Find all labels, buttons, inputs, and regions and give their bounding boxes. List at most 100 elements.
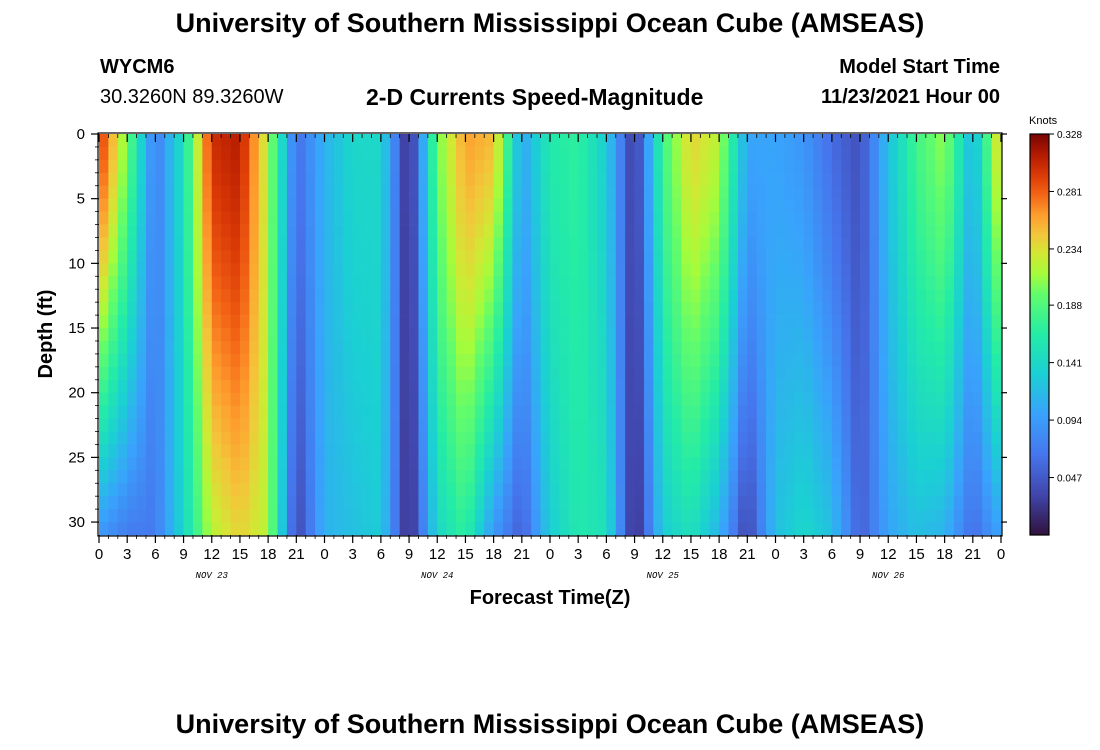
heatmap-cell [333, 522, 344, 536]
heatmap-cell [136, 509, 147, 523]
heatmap-cell [982, 328, 992, 342]
heatmap-cell [709, 315, 720, 329]
x-day-label: NOV 25 [647, 571, 680, 581]
heatmap-cell [869, 159, 880, 174]
heatmap-cell [286, 159, 297, 174]
x-tick-label: 21 [513, 546, 530, 563]
heatmap-cell [343, 289, 354, 303]
heatmap-cell [493, 224, 504, 238]
heatmap-cell [117, 483, 128, 497]
heatmap-cell [249, 340, 260, 355]
heatmap-cell [747, 522, 758, 536]
heatmap-cell [700, 328, 711, 342]
heatmap-cell [587, 509, 598, 523]
heatmap-cell [690, 340, 701, 355]
heatmap-cell [164, 211, 175, 225]
heatmap-cell [869, 431, 880, 445]
heatmap-cell [315, 315, 325, 329]
heatmap-cell [897, 418, 908, 432]
heatmap-cell [794, 134, 805, 148]
heatmap-cell [239, 159, 250, 174]
heatmap-cell [643, 211, 654, 225]
heatmap-cell [211, 250, 222, 264]
heatmap-cell [690, 405, 701, 419]
heatmap-cell [484, 379, 494, 394]
heatmap-cell [117, 302, 128, 316]
heatmap-cell [888, 431, 898, 445]
heatmap-cell [315, 237, 325, 251]
heatmap-cell [239, 431, 250, 445]
heatmap-cell [371, 276, 382, 290]
heatmap-cell [954, 509, 964, 523]
heatmap-cell [221, 146, 231, 161]
heatmap-cell [728, 483, 739, 497]
heatmap-cell [803, 418, 814, 432]
heatmap-cell [343, 172, 354, 187]
heatmap-cell [239, 418, 250, 432]
heatmap-cell [230, 172, 241, 187]
heatmap-cell [221, 211, 231, 225]
heatmap-cell [503, 405, 513, 419]
heatmap-cell [935, 134, 945, 148]
heatmap-cell [362, 315, 372, 329]
heatmap-cell [841, 224, 852, 238]
heatmap-cell [164, 250, 175, 264]
heatmap-cell [653, 328, 664, 342]
heatmap-cell [155, 353, 166, 368]
heatmap-cell [211, 496, 222, 510]
heatmap-cell [446, 237, 457, 251]
heatmap-cell [277, 250, 288, 264]
heatmap-cell [972, 134, 983, 148]
heatmap-cell [324, 276, 335, 290]
heatmap-cell [775, 134, 786, 148]
heatmap-cell [719, 198, 729, 212]
heatmap-cell [127, 134, 137, 148]
heatmap-cell [465, 328, 476, 342]
heatmap-cell [991, 431, 1002, 445]
heatmap-cell [343, 418, 354, 432]
heatmap-cell [831, 302, 842, 316]
heatmap-cell [418, 315, 429, 329]
heatmap-cell [99, 172, 109, 187]
heatmap-cell [615, 405, 626, 419]
heatmap-cell [418, 522, 429, 536]
heatmap-cell [202, 379, 213, 394]
heatmap-cell [174, 237, 184, 251]
heatmap-cell [446, 457, 457, 471]
heatmap-cell [230, 250, 241, 264]
heatmap-cell [456, 340, 466, 355]
heatmap-cell [380, 237, 391, 251]
heatmap-cell [719, 211, 729, 225]
heatmap-cell [418, 302, 429, 316]
heatmap-cell [606, 470, 617, 484]
heatmap-cell [888, 172, 898, 187]
heatmap-cell [578, 379, 588, 394]
heatmap-cell [991, 172, 1002, 187]
heatmap-cell [841, 496, 852, 510]
heatmap-cell [174, 509, 184, 523]
heatmap-cell [813, 496, 823, 510]
heatmap-cell [568, 379, 579, 394]
heatmap-cell [860, 185, 870, 200]
heatmap-cell [305, 250, 316, 264]
heatmap-cell [841, 302, 852, 316]
heatmap-cell [672, 302, 682, 316]
heatmap-cell [465, 198, 476, 212]
model-start-label: Model Start Time [839, 56, 1000, 78]
heatmap-cell [465, 315, 476, 329]
heatmap-cell [878, 185, 889, 200]
heatmap-cell [991, 185, 1002, 200]
heatmap-cell [794, 263, 805, 277]
heatmap-cell [418, 185, 429, 200]
heatmap-cell [728, 328, 739, 342]
heatmap-cell [268, 146, 278, 161]
heatmap-cell [409, 392, 419, 406]
heatmap-cell [249, 379, 260, 394]
heatmap-cell [653, 340, 664, 355]
heatmap-cell [803, 496, 814, 510]
heatmap-cell [596, 276, 607, 290]
heatmap-cell [963, 172, 974, 187]
heatmap-cell [268, 276, 278, 290]
heatmap-cell [681, 483, 692, 497]
heatmap-cell [643, 405, 654, 419]
